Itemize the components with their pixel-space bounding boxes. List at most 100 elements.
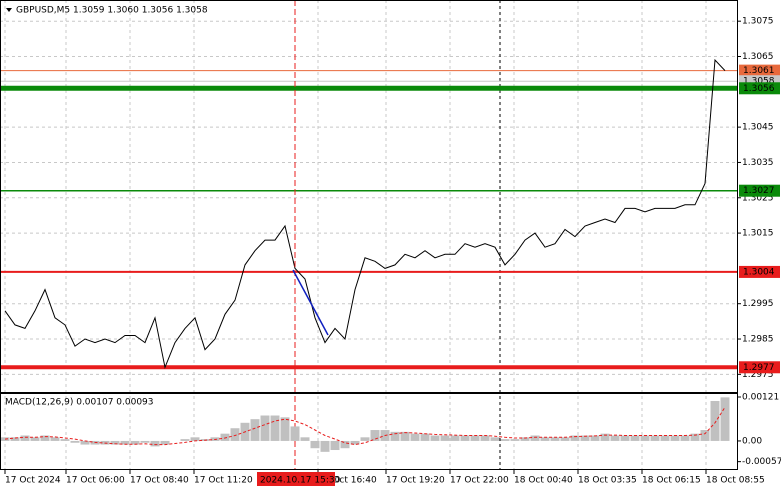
histogram-bar (330, 440, 340, 451)
x-tick-label: 18 Oct 03:35 (578, 476, 637, 486)
histogram-bar (530, 435, 540, 441)
level-label: 1.3004 (743, 267, 775, 277)
histogram-bar (370, 430, 380, 441)
histogram-bar (20, 435, 30, 441)
histogram-bar (120, 440, 130, 445)
crosshair-label: 2024.10.17 15:30 (260, 476, 341, 486)
histogram-bar (350, 440, 360, 445)
histogram-bar (30, 437, 40, 441)
level-tag (739, 82, 780, 95)
histogram-bar (650, 435, 660, 441)
histogram-bar (80, 440, 90, 445)
histogram-bar (50, 437, 60, 441)
x-tick-label: 17 Oct 2024 (5, 476, 61, 486)
level-label: 1.3027 (743, 186, 775, 196)
y-tick-label: 1.3015 (742, 229, 774, 239)
histogram-bar (630, 435, 640, 441)
level-tag (739, 184, 780, 197)
histogram-bar (270, 415, 280, 441)
histogram-bar (520, 437, 530, 441)
histogram-bar (490, 437, 500, 441)
histogram-bar (310, 440, 320, 449)
histogram-bar (300, 437, 310, 441)
histogram-bar (130, 440, 140, 445)
y-tick-label: -0.00057 (742, 457, 781, 467)
level-tag (739, 64, 780, 77)
macd-frame (0, 393, 738, 470)
x-tick-label: 17 Oct 08:40 (130, 476, 189, 486)
histogram-bar (450, 435, 460, 441)
histogram-bar (220, 433, 230, 441)
grid (0, 0, 738, 470)
histogram-bar (150, 440, 160, 447)
histogram-bar (720, 397, 730, 441)
x-tick-label: 18 Oct 08:55 (706, 476, 765, 486)
histogram-bar (280, 417, 290, 441)
trend-line (292, 269, 329, 336)
level-label: 1.3056 (743, 84, 775, 94)
histogram-bar (550, 437, 560, 441)
histogram-bar (320, 440, 330, 452)
histogram-bar (260, 415, 270, 441)
histogram-bar (710, 400, 720, 441)
menu-arrow[interactable] (6, 8, 12, 12)
histogram-bar (690, 433, 700, 441)
x-tick-label: 17 Oct 06:00 (66, 476, 125, 486)
y-tick-label: 1.2995 (742, 299, 774, 309)
histogram-bar (10, 437, 20, 441)
histogram-bar (510, 439, 520, 441)
histogram-bar (340, 440, 350, 449)
histogram-bar (40, 435, 50, 441)
level-label: 1.2977 (743, 363, 775, 373)
level-tag (739, 265, 780, 278)
crosshair-tag (257, 472, 335, 486)
histogram-bar (680, 435, 690, 441)
histogram-bar (540, 437, 550, 441)
histogram-bar (0, 437, 10, 441)
histogram-bar (180, 439, 190, 441)
histogram-bar (700, 430, 710, 441)
histogram-bar (410, 433, 420, 441)
histogram-bar (290, 426, 300, 441)
y-tick-label: 0.00 (742, 436, 762, 446)
level-label: 1.3058 (743, 77, 775, 87)
histogram-bar (610, 435, 620, 441)
histogram-bar (390, 431, 400, 441)
histogram-bar (70, 440, 80, 443)
histogram-bar (620, 435, 630, 441)
macd-title: MACD(12,26,9) 0.00107 0.00093 (5, 398, 154, 408)
histogram-bar (470, 435, 480, 441)
histogram-bar (500, 439, 510, 441)
histogram-bar (230, 428, 240, 441)
signal-line (4, 406, 726, 446)
y-tick-label: 1.3045 (742, 123, 774, 133)
histogram-bar (250, 419, 260, 441)
x-tick-label: 18 Oct 00:40 (514, 476, 573, 486)
histogram-bar (590, 435, 600, 441)
histogram-bar (110, 440, 120, 445)
x-tick-label: 17 Oct 22:00 (450, 476, 509, 486)
y-tick-label: 1.3025 (742, 193, 774, 203)
histogram-bar (160, 440, 170, 445)
y-tick-label: 1.3035 (742, 158, 774, 168)
histogram-bar (140, 440, 150, 443)
histogram-bar (400, 431, 410, 441)
price-line (4, 58, 726, 370)
histogram-bar (670, 435, 680, 441)
histogram-bar (460, 435, 470, 441)
histogram-bar (420, 433, 430, 441)
y-tick-label: 1.3075 (742, 17, 774, 27)
histogram-bar (360, 437, 370, 441)
level-tag (739, 361, 780, 374)
x-tick-label: 17 Oct 16:40 (318, 476, 377, 486)
x-tick-label: 17 Oct 11:20 (194, 476, 253, 486)
histogram-bar (480, 435, 490, 441)
y-tick-label: 1.3065 (742, 52, 774, 62)
chart-title: GBPUSD,M5 1.3059 1.3060 1.3056 1.3058 (16, 6, 208, 16)
marks (0, 0, 738, 470)
x-tick-label: 17 Oct 19:20 (386, 476, 445, 486)
histogram-bar (190, 437, 200, 441)
level-label: 1.3061 (743, 66, 775, 76)
